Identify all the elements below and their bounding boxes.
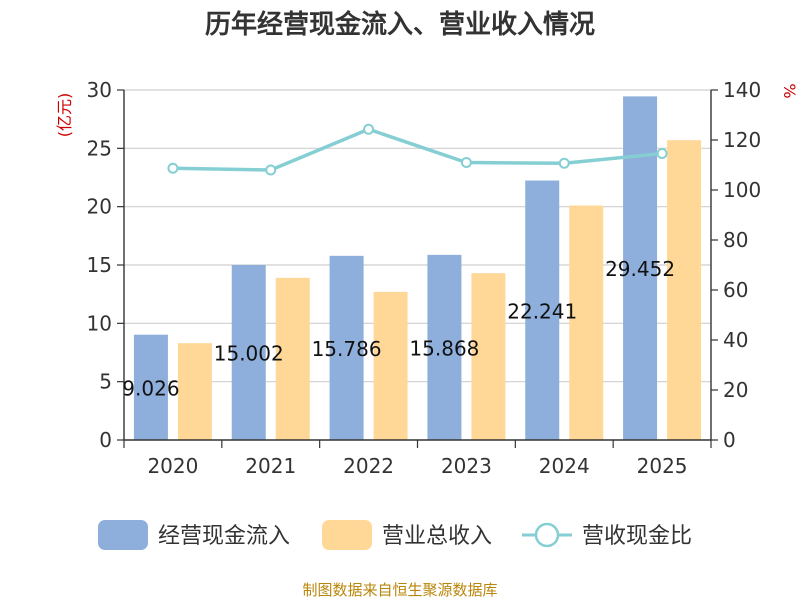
x-tick-label: 2020 [147, 454, 198, 478]
right-tick-label: 40 [723, 328, 748, 352]
data-labels: 9.026 15.002 15.786 15.868 22.241 29.452 [122, 257, 675, 400]
data-label: 15.868 [409, 336, 479, 360]
left-tick-label: 15 [87, 253, 112, 277]
ratio-point [460, 157, 472, 168]
bars [133, 96, 702, 440]
bar-cash-inflow [525, 180, 560, 440]
bar-revenue [275, 277, 310, 440]
x-tick-label: 2024 [539, 454, 590, 478]
legend: 经营现金流入 营业总收入 营收现金比 [98, 520, 692, 550]
legend-label: 经营现金流入 [158, 524, 290, 549]
left-tick-label: 30 [87, 78, 112, 102]
right-axis-unit: % [780, 83, 799, 98]
data-label: 15.786 [312, 337, 382, 361]
legend-swatch-ratio-marker [534, 522, 560, 548]
left-tick-label: 5 [99, 370, 112, 394]
x-tick-label: 2023 [441, 454, 492, 478]
left-axis-unit: (亿元) [55, 93, 74, 138]
left-tick-label: 10 [87, 311, 112, 335]
bar-cash-inflow [231, 264, 266, 440]
source-note: 制图数据来自恒生聚源数据库 [302, 581, 497, 599]
right-tick-label: 0 [723, 428, 736, 452]
bar-cash-inflow [329, 255, 364, 440]
right-tick-label: 100 [723, 178, 761, 202]
x-tick-label: 2021 [245, 454, 296, 478]
ratio-point [656, 148, 668, 159]
bar-revenue [471, 273, 506, 440]
bar-cash-inflow [427, 254, 462, 440]
ratio-line [167, 123, 668, 176]
bar-revenue [667, 140, 702, 440]
x-tick-label: 2025 [637, 454, 688, 478]
x-tick-label: 2022 [343, 454, 394, 478]
ratio-line-path [172, 127, 663, 172]
ratio-point [265, 164, 277, 176]
ratio-point [558, 157, 570, 169]
data-label: 9.026 [122, 376, 179, 400]
right-tick-label: 60 [723, 278, 748, 302]
ratio-point [363, 123, 375, 135]
legend-label: 营业总收入 [382, 524, 492, 549]
data-label: 15.002 [214, 341, 284, 365]
right-tick-label: 140 [723, 78, 761, 102]
bar-revenue [373, 291, 408, 440]
ratio-point [167, 162, 179, 174]
legend-swatch-cash-inflow [98, 520, 148, 550]
chart-title: 历年经营现金流入、营业收入情况 [205, 9, 595, 40]
right-tick-label: 80 [723, 228, 748, 252]
data-label: 29.452 [605, 257, 675, 281]
right-tick-label: 120 [723, 128, 761, 152]
bar-revenue [569, 205, 604, 440]
bar-revenue [177, 343, 212, 440]
bar-cash-inflow [133, 334, 168, 440]
legend-swatch-revenue [322, 520, 372, 550]
legend-label: 营收现金比 [582, 524, 692, 549]
right-tick-label: 20 [723, 378, 748, 402]
data-label: 22.241 [507, 299, 577, 323]
left-tick-label: 0 [99, 428, 112, 452]
left-tick-label: 20 [87, 195, 112, 219]
gridlines [124, 89, 711, 383]
left-tick-label: 25 [87, 136, 112, 160]
